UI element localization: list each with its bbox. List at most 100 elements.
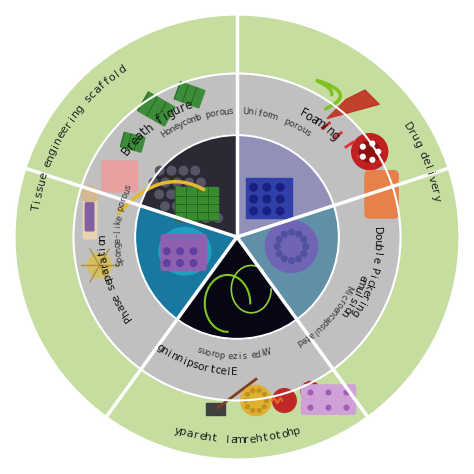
Text: e: e: [419, 156, 431, 166]
Circle shape: [257, 409, 261, 412]
Text: e: e: [104, 277, 115, 286]
Circle shape: [161, 202, 169, 210]
Circle shape: [173, 202, 181, 210]
Circle shape: [359, 141, 380, 162]
Text: P: P: [368, 266, 379, 275]
Text: g: g: [327, 129, 342, 143]
Text: r: r: [178, 100, 188, 115]
Text: s: s: [191, 360, 200, 371]
Text: a: a: [98, 255, 109, 263]
Text: p: p: [102, 272, 113, 281]
Text: F: F: [297, 106, 309, 120]
Text: o: o: [334, 300, 344, 309]
Text: g: g: [74, 103, 86, 115]
Circle shape: [274, 244, 280, 249]
Text: l: l: [226, 435, 229, 445]
Text: k: k: [362, 283, 374, 292]
Text: D: D: [372, 227, 383, 235]
Text: s: s: [242, 352, 247, 361]
Text: o: o: [261, 109, 268, 119]
Circle shape: [164, 248, 170, 255]
Text: p: p: [185, 358, 195, 369]
Text: n: n: [44, 153, 56, 163]
Text: c: c: [326, 311, 336, 320]
Text: r: r: [210, 349, 215, 359]
Text: r: r: [266, 111, 272, 120]
Circle shape: [263, 195, 271, 203]
Circle shape: [257, 389, 261, 392]
Text: h: h: [142, 120, 156, 135]
Text: a: a: [185, 428, 194, 440]
Text: m: m: [268, 111, 279, 122]
Circle shape: [250, 207, 257, 215]
Circle shape: [167, 166, 176, 175]
Polygon shape: [137, 92, 175, 126]
Circle shape: [197, 178, 205, 187]
Text: p: p: [178, 427, 188, 438]
Text: e: e: [113, 238, 122, 243]
Text: u: u: [36, 177, 47, 187]
Text: s: s: [303, 128, 312, 138]
Text: e: e: [55, 129, 68, 140]
Text: e: e: [128, 134, 142, 148]
Text: d: d: [255, 350, 261, 359]
Circle shape: [177, 248, 183, 255]
Circle shape: [246, 392, 249, 396]
Text: d: d: [295, 337, 304, 347]
Circle shape: [73, 73, 401, 401]
Text: p: p: [204, 110, 211, 120]
Text: d: d: [117, 64, 128, 76]
Text: m: m: [311, 115, 328, 132]
Wedge shape: [177, 237, 297, 339]
Text: B: B: [119, 143, 134, 158]
Circle shape: [202, 190, 211, 199]
Text: i: i: [366, 273, 377, 279]
Circle shape: [191, 166, 200, 175]
Text: l: l: [113, 230, 122, 233]
Text: o: o: [164, 127, 173, 137]
Circle shape: [326, 405, 331, 410]
Text: n: n: [168, 124, 177, 135]
Circle shape: [289, 258, 294, 264]
Text: o: o: [106, 71, 118, 83]
Circle shape: [308, 405, 313, 410]
Text: p: p: [319, 317, 330, 327]
Circle shape: [376, 149, 381, 154]
Text: o: o: [372, 233, 383, 240]
Text: a: a: [91, 84, 103, 96]
Text: e: e: [370, 255, 381, 263]
Text: n: n: [159, 345, 170, 357]
Text: o: o: [185, 116, 193, 126]
Text: o: o: [295, 123, 304, 133]
Text: y: y: [173, 425, 182, 437]
Text: n: n: [247, 107, 254, 117]
Circle shape: [282, 256, 287, 262]
Polygon shape: [120, 132, 145, 152]
Text: i: i: [32, 199, 43, 203]
Text: h: h: [286, 427, 296, 438]
Circle shape: [276, 195, 284, 203]
Text: u: u: [299, 125, 308, 136]
Circle shape: [164, 260, 170, 266]
FancyBboxPatch shape: [337, 400, 356, 414]
Text: e: e: [250, 350, 256, 360]
Text: y: y: [430, 194, 442, 202]
Circle shape: [167, 190, 175, 199]
Circle shape: [296, 231, 301, 237]
Text: r: r: [292, 121, 299, 130]
Text: c: c: [214, 365, 221, 376]
Text: u: u: [372, 239, 383, 246]
Text: o: o: [214, 350, 220, 360]
Text: e: e: [42, 159, 54, 169]
Circle shape: [289, 229, 294, 235]
FancyBboxPatch shape: [301, 385, 319, 399]
Text: -: -: [113, 235, 122, 237]
FancyBboxPatch shape: [365, 171, 398, 218]
Circle shape: [14, 14, 460, 460]
Wedge shape: [237, 206, 339, 319]
Text: r: r: [100, 262, 110, 268]
Circle shape: [179, 190, 187, 199]
Text: i: i: [260, 349, 264, 358]
Text: g: g: [411, 138, 423, 149]
Text: n: n: [338, 308, 350, 319]
